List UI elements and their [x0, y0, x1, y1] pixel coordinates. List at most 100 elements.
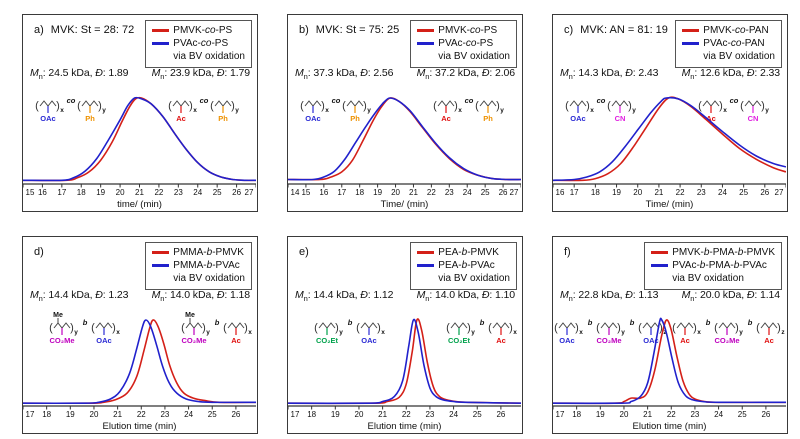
panel-title: e) [299, 246, 316, 258]
bracket-open: ( [77, 100, 81, 112]
backbone-zigzag [558, 322, 576, 329]
panel-f: f) PMVK-b-PMA-b-PMVK PVAc-b-PMA-b-PVAc v… [552, 236, 788, 434]
x-tick-label: 23 [690, 410, 699, 419]
backbone-zigzag [185, 322, 203, 329]
pendant-label: CO₂Me [596, 336, 621, 345]
repeat-subscript: x [193, 107, 197, 114]
mn-right: Mn: 14.0 kDa, Đ: 1.10 [416, 289, 516, 304]
x-tick-label: 19 [596, 410, 605, 419]
repeat-subscript: y [621, 329, 625, 336]
bracket-open: ( [565, 100, 569, 112]
backbone-zigzag [360, 322, 378, 329]
curve-blue [23, 319, 256, 405]
pendant-label: CO₂Me [714, 336, 739, 345]
legend-entry-red: PMVK-co-PAN [682, 24, 775, 37]
mn-dispersity-row: Mn: 14.4 kDa, Đ: 1.23 Mn: 14.0 kDa, Đ: 1… [23, 289, 257, 303]
legend-red-line [417, 251, 435, 254]
pendant-label: Ph [350, 114, 360, 123]
panel-b: b) MVK: St = 75: 25 PMVK-co-PS PVAc-co-PS… [287, 14, 523, 212]
x-tick-label: 21 [654, 188, 663, 197]
repeat-subscript: y [500, 107, 504, 114]
bracket-close: ) [70, 322, 74, 334]
legend-red-line [682, 29, 700, 32]
repeat-subscript: y [367, 107, 371, 114]
x-tick-label: 19 [96, 188, 105, 197]
legend-entry-red: PMVK-co-PS [417, 24, 510, 37]
x-tick-label: 16 [556, 188, 565, 197]
x-axis-title: Elution time (min) [633, 421, 707, 432]
copolymer-join-label: co [67, 96, 76, 105]
panel-label: d) [34, 246, 44, 258]
pendant-label: OAc [361, 336, 376, 345]
legend-box: PMVK-co-PS PVAc-co-PS via BV oxidation [410, 20, 517, 68]
x-tick-label: 25 [481, 188, 490, 197]
bracket-open: ( [210, 100, 214, 112]
curve-red [288, 318, 521, 405]
mn-right: Mn: 14.0 kDa, Đ: 1.18 [151, 289, 251, 304]
x-tick-label: 20 [355, 410, 364, 419]
backbone-zigzag [214, 100, 232, 107]
x-tick-label: 16 [38, 188, 47, 197]
methyl-label: Me [53, 312, 63, 319]
pendant-label: OAc [643, 336, 658, 345]
panel-label: a) [34, 24, 44, 36]
legend-box: PMVK-co-PAN PVAc-co-PAN via BV oxidation [675, 20, 782, 68]
repeat-subscript: x [723, 107, 727, 114]
backbone-zigzag [227, 322, 245, 329]
copolymer-join-label: co [332, 96, 341, 105]
x-tick-label: 20 [391, 188, 400, 197]
mn-left: Mn: 14.4 kDa, Đ: 1.23 [30, 289, 129, 304]
x-tick-label: 20 [90, 410, 99, 419]
pendant-label: OAc [570, 114, 585, 123]
x-tick-label: 22 [137, 410, 146, 419]
panel-label: f) [564, 246, 571, 258]
x-tick-label: 24 [718, 188, 727, 197]
bracket-close: ) [467, 322, 471, 334]
copolymer-join-label: b [706, 318, 711, 327]
x-tick-label: 21 [643, 410, 652, 419]
repeat-subscript: x [697, 329, 701, 336]
legend-blue-line [152, 42, 170, 45]
bracket-open: ( [314, 322, 318, 334]
bracket-close: ) [363, 100, 367, 112]
x-tick-label: 23 [445, 188, 454, 197]
x-tick-label: 20 [620, 410, 629, 419]
copolymer-join-label: co [465, 96, 474, 105]
x-tick-label: 26 [760, 188, 769, 197]
bracket-open: ( [91, 322, 95, 334]
pendant-label: CO₂Et [316, 336, 339, 345]
panel-title-text: MVK: St = 28: 72 [50, 24, 135, 36]
copolymer-join-label: b [83, 318, 88, 327]
bracket-close: ) [659, 322, 663, 334]
x-tick-label: 18 [42, 410, 51, 419]
bracket-close: ) [617, 322, 621, 334]
bracket-close: ) [112, 322, 116, 334]
legend-blue-line [682, 42, 700, 45]
x-tick-label: 27 [775, 188, 784, 197]
backbone-zigzag [744, 100, 762, 107]
legend-entry-blue: PEA-b-PVAc [417, 259, 510, 272]
legend-entry-blue: PVAc-co-PAN [682, 37, 775, 50]
mn-right: Mn: 37.2 kDa, Đ: 2.06 [416, 67, 516, 82]
copolymer-join-label: b [348, 318, 353, 327]
bracket-close: ) [719, 100, 723, 112]
bracket-open: ( [49, 322, 53, 334]
legend-via-note: via BV oxidation [672, 273, 744, 284]
panel-title: f) [564, 246, 578, 258]
x-tick-label: 19 [373, 188, 382, 197]
bracket-close: ) [335, 322, 339, 334]
x-tick-label: 17 [291, 410, 300, 419]
pendant-label: OAc [40, 114, 55, 123]
bracket-open: ( [638, 322, 642, 334]
legend-blue-line [417, 42, 435, 45]
panel-title-text: MVK: AN = 81: 19 [580, 24, 668, 36]
repeat-subscript: y [339, 329, 343, 336]
